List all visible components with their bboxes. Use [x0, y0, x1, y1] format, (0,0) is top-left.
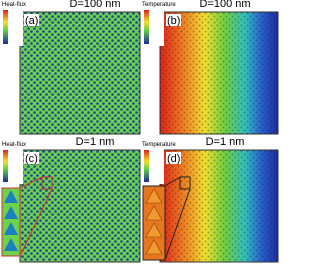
label-box — [166, 152, 181, 164]
zoom-line — [19, 176, 43, 189]
heat-flux-map — [19, 149, 141, 263]
zoom-line — [164, 176, 181, 187]
panel-title: D=100 nm — [199, 0, 250, 10]
figure: D=100 nm Heat-flux (a) D=100 nm Temperat… — [1, 0, 279, 263]
legend-title: Heat-flux — [2, 2, 26, 8]
label-box — [24, 14, 39, 26]
panel-label: (d) — [167, 153, 180, 165]
panel-label: (c) — [25, 153, 38, 165]
panel-title: D=1 nm — [76, 136, 115, 148]
particles — [160, 12, 278, 134]
zoom-region — [179, 176, 191, 190]
zoom-line — [164, 188, 191, 261]
zoom-inset — [142, 185, 166, 261]
panel-label: (b) — [167, 15, 180, 27]
zoom-line — [19, 188, 53, 257]
zoom-inset — [1, 187, 21, 257]
color-bar — [144, 10, 149, 44]
label-box — [24, 152, 39, 164]
legend-title: Temperature — [142, 2, 176, 8]
panel-title: D=100 nm — [69, 0, 120, 10]
label-box — [166, 14, 181, 26]
color-bar — [3, 10, 8, 44]
heat-flux-map — [19, 11, 141, 135]
color-bar — [144, 150, 149, 182]
zoom-region — [41, 176, 53, 190]
panel-label: (a) — [25, 15, 38, 27]
legend-title: Heat-flux — [2, 142, 26, 148]
legend-title: Temperature — [142, 142, 176, 148]
particles — [160, 150, 278, 262]
panel-title: D=1 nm — [206, 136, 245, 148]
color-bar — [3, 150, 8, 182]
